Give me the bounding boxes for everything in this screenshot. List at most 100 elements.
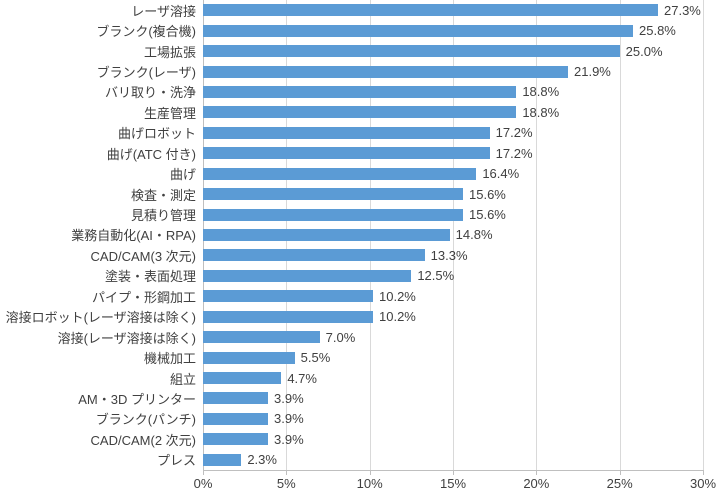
bar-row: 曲げ 16.4% [0, 163, 720, 183]
bar-row: レーザ溶接 27.3% [0, 0, 720, 20]
value-label: 2.3% [247, 452, 277, 468]
x-axis-tick-mark [619, 470, 621, 475]
category-label: 生産管理 [143, 105, 196, 121]
bar-row: バリ取り・洗浄 18.8% [0, 82, 720, 102]
bar-row: CAD/CAM(2 次元) 3.9% [0, 429, 720, 449]
bar [203, 392, 268, 405]
bar-row: 曲げロボット 17.2% [0, 123, 720, 143]
value-label: 18.8% [522, 104, 560, 120]
x-axis-tick-label: 5% [276, 476, 296, 491]
category-label: 業務自動化(AI・RPA) [71, 228, 196, 244]
bar-row: 機械加工 5.5% [0, 347, 720, 367]
value-label: 3.9% [274, 431, 304, 447]
bar-row: 組立 4.7% [0, 368, 720, 388]
category-label: 曲げロボット [117, 126, 196, 142]
value-label: 16.4% [482, 166, 520, 182]
x-axis-tick-label: 25% [606, 476, 633, 491]
x-axis-tick-label: 10% [356, 476, 383, 491]
bar [203, 331, 320, 344]
value-label: 14.8% [455, 227, 493, 243]
value-label: 15.6% [469, 207, 506, 223]
value-label: 10.2% [379, 288, 416, 304]
value-label: 25.0% [625, 43, 663, 59]
value-label: 3.9% [274, 390, 304, 406]
bar-row: CAD/CAM(3 次元) 13.3% [0, 245, 720, 265]
bar-row: 業務自動化(AI・RPA) 14.8% [0, 225, 720, 245]
bar-row: ブランク(複合機) 25.8% [0, 20, 720, 40]
bar-row: 塗装・表面処理 12.5% [0, 266, 720, 286]
category-label: 曲げ [169, 167, 196, 183]
bar [203, 372, 282, 385]
category-label: ブランク(パンチ) [95, 412, 196, 428]
bar [203, 269, 412, 282]
bar [203, 290, 373, 303]
x-axis-tick-mark [369, 470, 371, 475]
category-label: プレス [156, 453, 196, 469]
category-label: 検査・測定 [130, 187, 196, 203]
category-label: レーザ溶接 [131, 3, 196, 19]
bar [203, 412, 268, 425]
value-label: 18.8% [522, 84, 560, 100]
value-label: 25.8% [639, 23, 676, 39]
value-label: 12.5% [417, 268, 455, 284]
category-label: CAD/CAM(3 次元) [90, 248, 196, 264]
category-label: 溶接ロボット(レーザ溶接は除く) [5, 310, 196, 326]
bar [203, 453, 242, 466]
x-axis-tick-mark [453, 470, 454, 475]
value-label: 7.0% [325, 329, 356, 345]
gridline [619, 0, 621, 470]
value-label: 10.2% [379, 309, 416, 325]
x-axis-tick-mark [703, 470, 704, 475]
bar-row: 検査・測定 15.6% [0, 184, 720, 204]
gridline [536, 0, 538, 470]
category-label: 組立 [169, 371, 196, 387]
bar [203, 126, 490, 139]
bar [203, 65, 568, 78]
value-label: 17.2% [495, 145, 533, 161]
value-label: 13.3% [430, 247, 468, 263]
value-label: 15.6% [469, 186, 506, 202]
bar [203, 45, 620, 58]
category-label: バリ取り・洗浄 [104, 85, 196, 101]
category-label: パイプ・形鋼加工 [91, 289, 196, 305]
category-label: ブランク(複合機) [96, 24, 196, 40]
gridline [453, 0, 454, 470]
bar-row: ブランク(パンチ) 3.9% [0, 409, 720, 429]
value-label: 17.2% [495, 125, 533, 141]
category-label: 溶接(レーザ溶接は除く) [57, 330, 196, 346]
category-label: 工場拡張 [143, 44, 196, 60]
value-label: 3.9% [274, 411, 304, 427]
bar [203, 208, 463, 221]
value-label: 5.5% [300, 350, 331, 366]
category-label: 曲げ(ATC 付き) [106, 146, 196, 162]
value-label: 4.7% [287, 370, 317, 386]
bar [203, 4, 658, 17]
bar [203, 310, 373, 323]
category-label: 塗装・表面処理 [104, 269, 196, 285]
x-axis-tick-label: 30% [689, 476, 717, 491]
bar-row: 生産管理 18.8% [0, 102, 720, 122]
bar [203, 228, 450, 241]
bar [203, 167, 477, 180]
bar [203, 433, 268, 446]
bar [203, 106, 517, 119]
bar [203, 188, 463, 201]
bar-row: ブランク(レーザ) 21.9% [0, 61, 720, 81]
value-label: 27.3% [664, 2, 701, 18]
x-axis-tick-mark [286, 470, 288, 475]
bar-row: パイプ・形鋼加工 10.2% [0, 286, 720, 306]
x-axis-tick-mark [203, 470, 204, 475]
gridline [703, 0, 704, 470]
bar [203, 24, 633, 37]
x-axis-tick-mark [536, 470, 538, 475]
bar-row: 溶接(レーザ溶接は除く) 7.0% [0, 327, 720, 347]
bar-row: 見積り管理 15.6% [0, 204, 720, 224]
bar-row: 工場拡張 25.0% [0, 41, 720, 61]
x-axis-tick-label: 20% [523, 476, 550, 491]
bar-row: プレス 2.3% [0, 450, 720, 470]
category-label: 機械加工 [143, 351, 196, 367]
bar [203, 249, 425, 262]
category-label: CAD/CAM(2 次元) [90, 432, 196, 448]
